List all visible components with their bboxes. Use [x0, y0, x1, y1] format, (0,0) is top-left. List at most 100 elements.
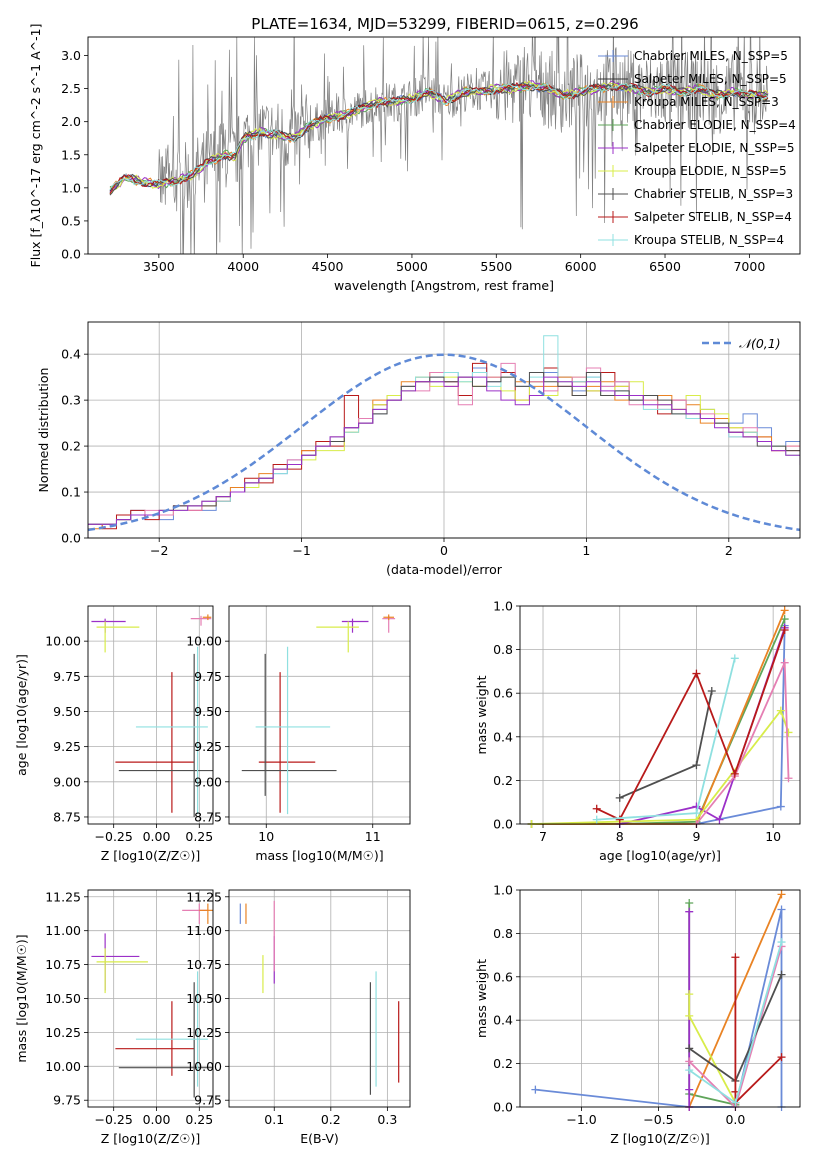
spectrum-xtick-label: 4500: [312, 259, 344, 274]
spectrum-model-line: [109, 81, 769, 194]
mass-weight-series: [531, 610, 786, 825]
mass-weight-marker: [685, 1085, 694, 1094]
weight-vs-z-xtick-label: −1.0: [566, 1112, 596, 1127]
weight-vs-age-xtick-label: 9: [692, 829, 700, 844]
mass-weight-series: [619, 690, 713, 799]
mass-vs-z-data-group: [91, 903, 213, 1098]
age-vs-mass-xlabel: mass [log10(M/M☉)]: [255, 848, 383, 863]
mass-weight-marker: [780, 606, 789, 615]
weight-vs-age-ytick-label: 0.8: [493, 642, 513, 657]
legend-entry-label: Kroupa MILES, N_SSP=3: [634, 95, 779, 109]
mass-weight-marker: [685, 1044, 694, 1053]
spectrum-ytick-label: 2.0: [61, 114, 81, 129]
mass-weight-marker: [730, 769, 739, 778]
weight-vs-z-ytick-label: 1.0: [493, 883, 513, 898]
legend-entry-label: Chabrier ELODIE, N_SSP=4: [634, 118, 796, 132]
mass-vs-ebv-ytick-label: 11.25: [186, 889, 222, 904]
spectrum-frame: [87, 36, 801, 255]
age-vs-mass-panel: 10 11 8.75 9.00 9.25 9.50 9.75 10.00 mass [log10…: [186, 605, 411, 863]
mass-weight-marker: [777, 970, 786, 979]
legend-entry-label: Salpeter MILES, N_SSP=5: [634, 72, 787, 86]
gaussian-curve: [88, 353, 800, 532]
mass-weight-marker: [777, 905, 786, 914]
weight-vs-age-xtick-label: 7: [539, 829, 547, 844]
mass-weight-marker: [707, 687, 716, 696]
residuals-ytick-label: 0.2: [61, 439, 81, 454]
weight-vs-z-data-group: [531, 890, 786, 1111]
age-vs-mass-ytick-label: 9.25: [194, 739, 222, 754]
residuals-ytick-label: 0.4: [61, 347, 81, 362]
weight-vs-age-ylabel: mass weight: [474, 675, 489, 754]
weight-vs-age-ytick-label: 1.0: [493, 599, 513, 614]
age-vs-mass-ytick-label: 8.75: [194, 809, 222, 824]
age-vs-z-ytick-label: 9.25: [53, 739, 81, 754]
mass-weight-marker: [777, 1053, 786, 1062]
weight-vs-z-xlabel: Z [log10(Z/Z☉)]: [610, 1131, 710, 1146]
spectrum-ytick-label: 0.0: [61, 247, 81, 262]
mass-vs-z-ytick-label: 11.00: [45, 923, 81, 938]
weight-vs-z-ytick-label: 0.0: [493, 1100, 513, 1115]
weight-vs-age-data-group: [527, 606, 793, 828]
mass-weight-marker: [780, 658, 789, 667]
mass-weight-marker: [731, 1098, 740, 1107]
age-vs-mass-ytick-label: 9.50: [194, 704, 222, 719]
residual-histogram-series: [88, 362, 800, 538]
spectrum-ytick-label: 2.5: [61, 81, 81, 96]
mass-vs-ebv-xtick-label: 0.3: [377, 1112, 397, 1127]
age-vs-z-xtick-label: 0.00: [143, 829, 171, 844]
weight-vs-age-frame: [519, 605, 801, 825]
residuals-ytick-label: 0.0: [61, 531, 81, 546]
weight-vs-age-xtick-label: 10: [765, 829, 781, 844]
weight-vs-age-xlabel: age [log10(age/yr)]: [599, 848, 721, 863]
spectrum-xtick-label: 7000: [733, 259, 765, 274]
mass-weight-marker: [715, 815, 724, 824]
mass-vs-z-ylabel: mass [log10(M/M☉)]: [14, 934, 29, 1062]
spectrum-observed-line: [109, 37, 769, 254]
mass-vs-z-ytick-label: 10.25: [45, 1025, 81, 1040]
mass-weight-series: [734, 957, 783, 1105]
mass-vs-z-ytick-label: 9.75: [53, 1093, 81, 1108]
spectrum-ytick-label: 3.0: [61, 48, 81, 63]
mass-vs-z-ytick-label: 10.00: [45, 1059, 81, 1074]
age-vs-z-ytick-label: 9.00: [53, 774, 81, 789]
mass-weight-marker: [685, 907, 694, 916]
mass-weight-marker: [685, 1057, 694, 1066]
weight-vs-age-ytick-label: 0.0: [493, 817, 513, 832]
residual-histogram-series: [88, 376, 800, 538]
age-vs-mass-xtick-label: 11: [365, 829, 381, 844]
mass-weight-marker: [784, 728, 793, 737]
spectrum-panel: 3500 4000 4500 5000 5500 6000 6500 7000 0.0 0.5 1.…: [28, 24, 801, 293]
age-vs-mass-xtick-label: 10: [258, 829, 274, 844]
age-vs-mass-ytick-label: 9.75: [194, 669, 222, 684]
mass-vs-z-ytick-label: 10.75: [45, 957, 81, 972]
age-vs-z-data-group: [91, 614, 213, 817]
mass-weight-marker: [615, 793, 624, 802]
figure-title: PLATE=1634, MJD=53299, FIBERID=0615, z=0…: [251, 15, 638, 33]
mass-vs-z-panel: −0.25 0.00 0.25 9.75 10.00 10.25 10.50 10.75 11.…: [14, 889, 214, 1146]
mass-weight-marker: [731, 953, 740, 962]
age-vs-z-ytick-label: 9.50: [53, 704, 81, 719]
age-vs-mass-frame: [228, 605, 411, 825]
mass-weight-marker: [777, 890, 786, 899]
mass-vs-ebv-data-group: [239, 900, 400, 1095]
mass-weight-marker: [685, 899, 694, 908]
spectrum-xtick-label: 6000: [565, 259, 597, 274]
residuals-xtick-label: −2: [150, 543, 168, 558]
mass-vs-z-ytick-label: 10.50: [45, 991, 81, 1006]
legend-entry-label: Kroupa ELODIE, N_SSP=5: [634, 164, 787, 178]
age-vs-mass-ytick-label: 10.00: [186, 634, 222, 649]
mass-weight-marker: [784, 774, 793, 783]
gaussian-legend-label: 𝒩(0,1): [739, 336, 781, 351]
legend-entry-label: Salpeter ELODIE, N_SSP=5: [634, 141, 795, 155]
weight-vs-z-xtick-label: 0.0: [725, 1112, 745, 1127]
residual-histogram-series: [88, 372, 800, 538]
mass-vs-ebv-ytick-label: 10.50: [186, 991, 222, 1006]
mass-vs-z-xtick-label: 0.25: [185, 1112, 213, 1127]
residual-histogram-series: [88, 376, 800, 538]
mass-weight-marker: [685, 1011, 694, 1020]
residuals-panel: −2 −1 0 1 2 0.0 0.1 0.2 0.3 0.4 (data-model)/error…: [36, 321, 801, 577]
spectrum-data-group: [109, 37, 769, 254]
weight-vs-age-ytick-label: 0.4: [493, 729, 513, 744]
spectrum-ytick-label: 0.5: [61, 213, 81, 228]
age-vs-mass-data-group: [241, 614, 396, 815]
